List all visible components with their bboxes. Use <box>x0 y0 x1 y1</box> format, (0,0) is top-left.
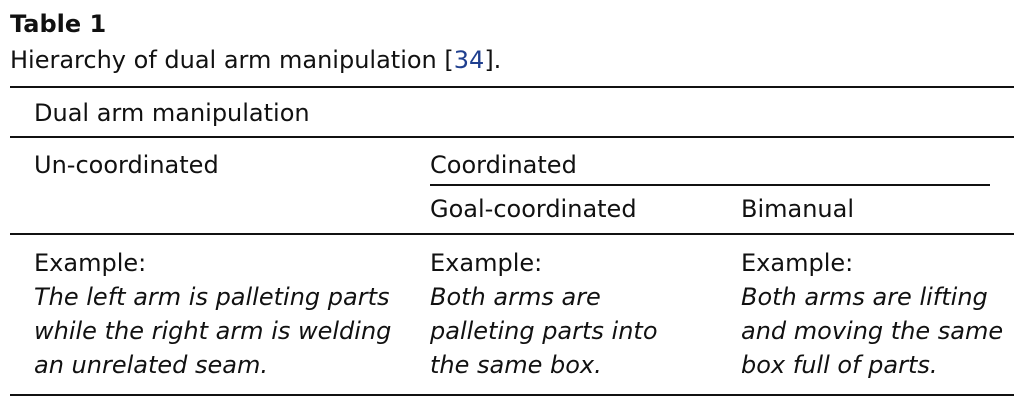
example-label: Example: <box>430 249 543 277</box>
example-text-line: while the right arm is welding <box>34 317 392 345</box>
subheader-bimanual: Bimanual <box>741 195 855 223</box>
example-cell-uncoordinated: Example: The left arm is palleting parts… <box>34 246 391 382</box>
example-text-line: palleting parts into <box>430 317 658 345</box>
example-text-line: the same box. <box>430 351 602 379</box>
example-text-line: Both arms are lifting <box>741 283 988 311</box>
header-bottom-rule <box>10 233 1014 235</box>
example-label: Example: <box>34 249 147 277</box>
header-uncoordinated: Un-coordinated <box>34 151 219 179</box>
table-top-rule <box>10 86 1014 88</box>
example-cell-bimanual: Example: Both arms are lifting and movin… <box>741 246 1003 382</box>
coordinated-span-rule <box>430 184 990 186</box>
example-text-line: The left arm is palleting parts <box>34 283 390 311</box>
table-bottom-rule <box>10 394 1014 396</box>
example-text-line: an unrelated seam. <box>34 351 268 379</box>
reference-link[interactable]: 34 <box>453 46 485 74</box>
example-text-line: and moving the same <box>741 317 1004 345</box>
table-caption: Hierarchy of dual arm manipulation [34]. <box>10 44 501 76</box>
header-coordinated: Coordinated <box>430 151 577 179</box>
header-dual-arm-manipulation: Dual arm manipulation <box>34 99 310 127</box>
example-text-line: Both arms are <box>430 283 601 311</box>
subheader-goal-coordinated: Goal-coordinated <box>430 195 637 223</box>
example-cell-goal-coordinated: Example: Both arms are palleting parts i… <box>430 246 658 382</box>
header-divider-rule <box>10 136 1014 138</box>
caption-text: Hierarchy of dual arm manipulation [ <box>10 46 454 74</box>
caption-text-end: ]. <box>484 46 502 74</box>
table-caption-title: Table 1 <box>10 10 107 38</box>
example-label: Example: <box>741 249 854 277</box>
example-text-line: box full of parts. <box>741 351 938 379</box>
